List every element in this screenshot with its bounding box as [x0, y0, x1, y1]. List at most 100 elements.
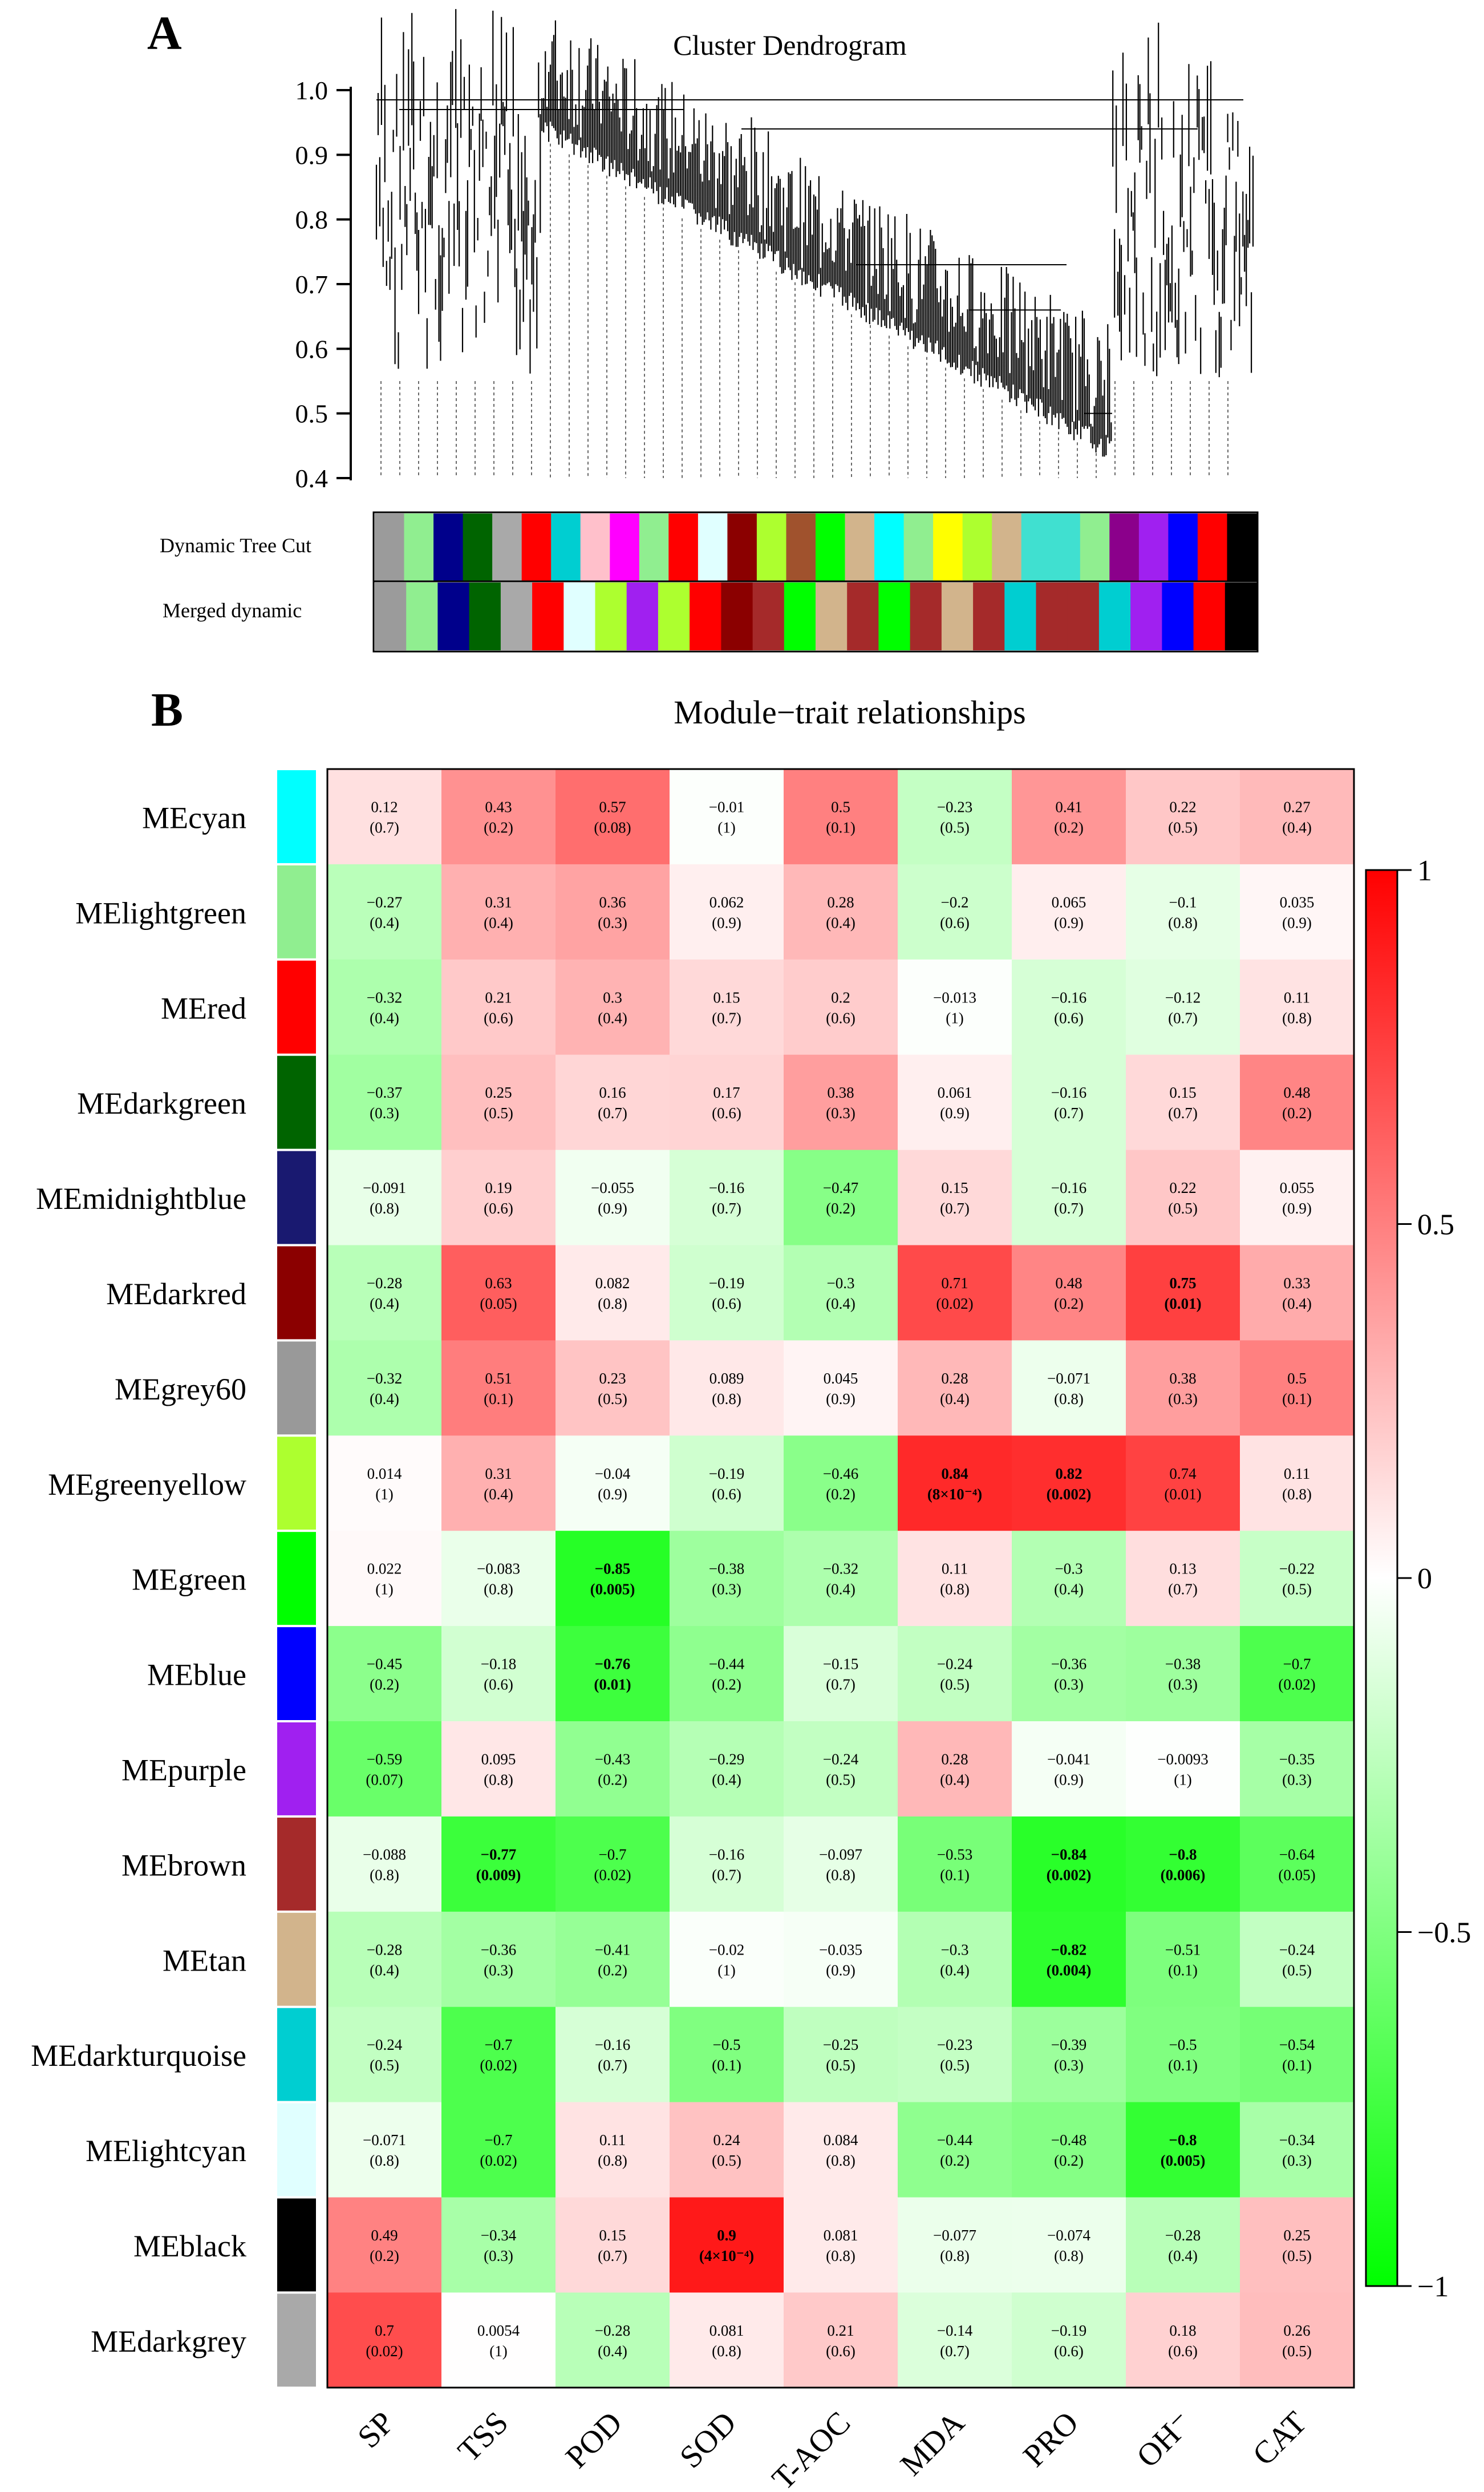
correlation-value: 0.38: [827, 1084, 854, 1101]
dynamic-color-block: [1021, 513, 1051, 581]
p-value: (0.6): [712, 1105, 741, 1122]
p-value: (0.05): [1278, 1866, 1315, 1883]
correlation-value: −0.8: [1169, 1846, 1197, 1863]
heatmap-cell: [1126, 1245, 1240, 1341]
correlation-value: 0.3: [603, 989, 622, 1006]
heatmap-cell: [556, 1531, 670, 1627]
dynamic-tree-cut-label: Dynamic Tree Cut: [160, 534, 311, 557]
correlation-value: −0.82: [1051, 1941, 1087, 1958]
trait-label: POD: [559, 2405, 629, 2475]
module-swatch: [277, 2103, 316, 2196]
correlation-value: −0.01: [709, 799, 744, 816]
y-tick-label: 1.0: [295, 76, 329, 105]
colorbar-tick-label: 1: [1417, 855, 1432, 887]
module-label: MEdarkturquoise: [31, 2038, 246, 2073]
heatmap-cell: [784, 2102, 898, 2198]
heatmap-cell: [670, 1721, 784, 1817]
dynamic-color-block: [375, 513, 405, 581]
heatmap-cell: [556, 2102, 670, 2198]
correlation-value: −0.14: [937, 2322, 973, 2339]
heatmap-cell: [1126, 864, 1240, 960]
correlation-value: −0.54: [1279, 2036, 1315, 2053]
heatmap-cell: [1240, 1531, 1354, 1627]
heatmap-cell: [1126, 2102, 1240, 2198]
heatmap-cell: [1012, 2006, 1126, 2103]
heatmap-cell: [1240, 1626, 1354, 1722]
heatmap-cell: [441, 2292, 556, 2388]
p-value: (0.1): [484, 1390, 513, 1407]
correlation-value: −0.23: [937, 799, 972, 816]
heatmap-cell: [441, 1911, 556, 2008]
p-value: (0.5): [598, 1390, 627, 1407]
p-value: (0.9): [598, 1486, 627, 1503]
heatmap-cell: [327, 1626, 441, 1722]
dynamic-color-block: [698, 513, 728, 581]
heatmap-cell: [1012, 864, 1126, 960]
y-tick-label: 0.6: [295, 334, 329, 363]
colorbar-tick-label: 0.5: [1417, 1209, 1454, 1241]
heatmap-cell: [441, 1435, 556, 1531]
p-value: (0.8): [1054, 1390, 1084, 1407]
p-value: (0.7): [598, 2247, 627, 2264]
p-value: (0.8): [370, 2152, 399, 2169]
p-value: (0.4): [598, 2343, 627, 2360]
p-value: (0.7): [940, 1200, 970, 1217]
p-value: (0.2): [712, 1676, 741, 1693]
p-value: (0.8): [1282, 1009, 1312, 1026]
correlation-value: 0.11: [1284, 989, 1310, 1006]
correlation-value: −0.25: [823, 2036, 858, 2053]
merged-color-block: [752, 582, 785, 650]
p-value: (0.4): [1168, 2247, 1198, 2264]
p-value: (0.9): [1054, 1771, 1084, 1788]
dynamic-color-block: [580, 513, 610, 581]
dynamic-color-block: [816, 513, 846, 581]
heatmap-cell: [1240, 2006, 1354, 2103]
dynamic-color-block: [1197, 513, 1227, 581]
correlation-value: 0.31: [485, 1465, 512, 1482]
heatmap-cell: [1012, 1340, 1126, 1436]
dendrogram-y-ticks: 1.0 0.9 0.8 0.7 0.6 0.5 0.4: [295, 76, 351, 493]
p-value: (1): [489, 2343, 507, 2360]
correlation-value: 0.51: [485, 1370, 512, 1387]
y-tick-label: 0.5: [295, 399, 329, 428]
heatmap-cell: [1012, 2102, 1126, 2198]
correlation-value: −0.071: [1047, 1370, 1090, 1387]
p-value: (0.6): [940, 914, 970, 931]
module-swatch: [277, 1817, 316, 1911]
correlation-value: 0.014: [367, 1465, 402, 1482]
merged-color-block: [532, 582, 564, 650]
heatmap-cell: [1240, 1435, 1354, 1531]
dynamic-color-block: [1080, 513, 1110, 581]
module-labels: MEcyan MElightgreen MEred MEdarkgreen MEmidn…: [31, 801, 246, 2358]
correlation-value: −0.02: [709, 1941, 744, 1958]
merged-color-block: [626, 582, 659, 650]
dynamic-color-block: [1051, 513, 1081, 581]
p-value: (0.1): [1282, 1390, 1312, 1407]
heatmap-cell: [898, 1816, 1012, 1912]
correlation-value: 0.38: [1169, 1370, 1196, 1387]
correlation-value: 0.84: [941, 1465, 968, 1482]
p-value: (0.7): [1168, 1105, 1198, 1122]
p-value: (0.3): [1282, 1771, 1312, 1788]
correlation-value: 0.33: [1283, 1275, 1310, 1292]
merged-color-block: [816, 582, 848, 650]
p-value: (0.2): [598, 1961, 627, 1979]
heatmap-cell: [670, 1531, 784, 1627]
correlation-value: −0.34: [481, 2227, 517, 2244]
correlation-value: −0.16: [709, 1179, 744, 1196]
panel-b-label: B: [151, 683, 183, 737]
dynamic-color-block: [1138, 513, 1169, 581]
p-value: (0.4): [826, 1581, 855, 1598]
trait-label: TSS: [451, 2405, 515, 2469]
heatmap-cell: [441, 2197, 556, 2293]
p-value: (0.4): [484, 1486, 513, 1503]
heatmap-cell: [556, 959, 670, 1055]
correlation-value: 0.18: [1169, 2322, 1196, 2339]
correlation-value: 0.19: [485, 1179, 512, 1196]
correlation-value: −0.19: [709, 1465, 744, 1482]
p-value: (4×10⁻⁴): [699, 2247, 754, 2264]
p-value: (0.08): [594, 819, 631, 836]
p-value: (0.2): [1054, 2152, 1084, 2169]
correlation-value: −0.0093: [1157, 1750, 1208, 1767]
heatmap-cell: [1126, 2197, 1240, 2293]
